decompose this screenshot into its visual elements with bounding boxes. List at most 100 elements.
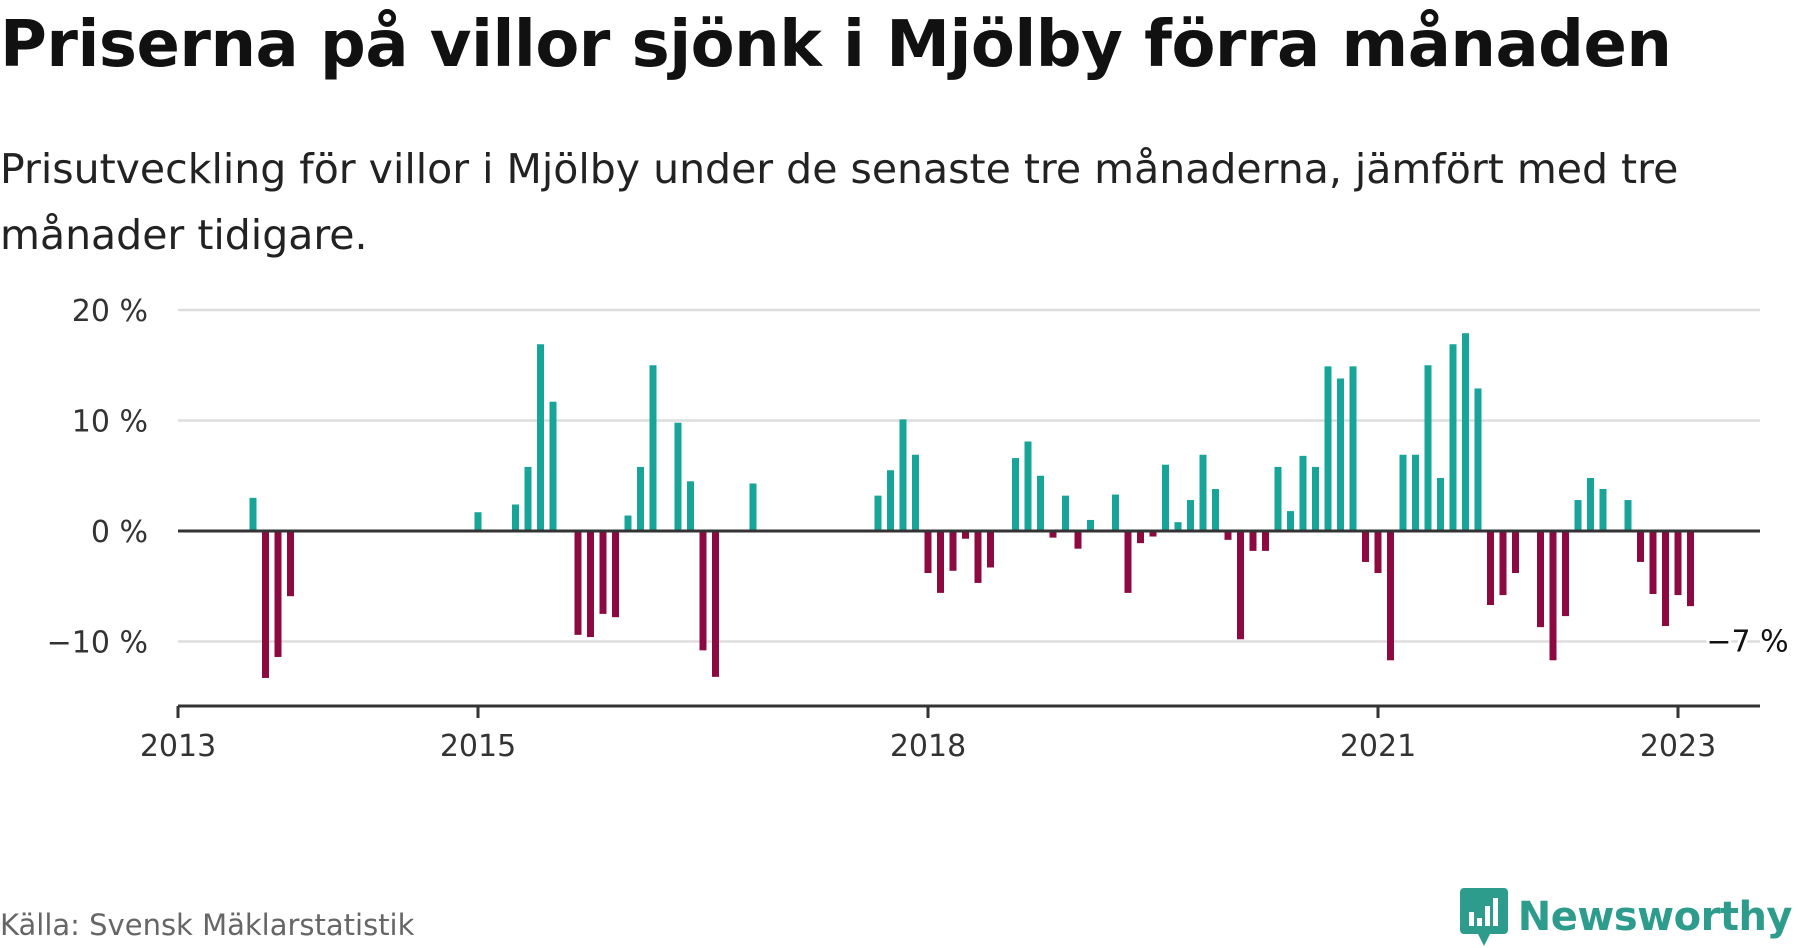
y-tick-label: −10 %	[47, 626, 148, 661]
bar	[1224, 531, 1232, 540]
bar	[1449, 344, 1457, 531]
bar	[1499, 531, 1507, 596]
bar	[874, 495, 882, 531]
bar	[1037, 475, 1044, 531]
bar	[924, 531, 932, 573]
bar	[512, 504, 519, 531]
bar	[1437, 477, 1444, 531]
gridlines	[178, 308, 1760, 643]
bar	[1187, 500, 1194, 531]
bar	[274, 531, 282, 657]
bar	[974, 531, 982, 583]
bar	[1587, 477, 1594, 531]
bar	[1112, 494, 1119, 531]
annotation-label: −7 %	[1706, 624, 1788, 659]
bar	[712, 531, 719, 677]
bar	[1474, 388, 1482, 531]
bar	[249, 497, 257, 531]
bar	[899, 419, 907, 531]
bar	[1149, 531, 1157, 537]
bar	[1424, 365, 1432, 531]
bar	[1162, 464, 1169, 531]
chart-subtitle: Prisutveckling för villor i Mjölby under…	[0, 145, 1679, 259]
bar	[537, 344, 544, 531]
bar	[574, 531, 582, 635]
bar	[1249, 531, 1257, 551]
bar	[1199, 454, 1207, 531]
newsworthy-logo-icon	[1459, 888, 1508, 946]
bar	[1599, 489, 1607, 531]
bar	[1574, 500, 1582, 531]
bar	[1412, 454, 1419, 531]
bar	[474, 512, 482, 531]
x-tick-label: 2013	[140, 729, 216, 764]
bar	[649, 365, 657, 531]
bar	[699, 531, 707, 651]
bar	[1649, 531, 1657, 594]
bar	[624, 515, 632, 531]
bar	[1399, 454, 1407, 531]
x-tick-label: 2018	[890, 729, 966, 764]
bar	[1687, 531, 1694, 607]
y-tick-label: 0 %	[91, 515, 148, 550]
newsworthy-brand: Newsworthy	[1459, 888, 1793, 946]
bar	[1337, 378, 1344, 531]
bar	[962, 531, 969, 539]
bar	[1637, 531, 1644, 562]
bar	[1024, 441, 1032, 531]
bar	[687, 481, 694, 531]
bars	[249, 333, 1694, 678]
bar	[1062, 495, 1069, 531]
bar	[1374, 531, 1382, 573]
bar	[1549, 531, 1557, 661]
x-axis: 2013 2015 2018 2021 2023	[140, 704, 1760, 764]
bar	[987, 531, 994, 568]
bar	[937, 531, 944, 593]
bar	[1237, 531, 1244, 640]
bar	[1012, 458, 1019, 531]
bar	[1312, 466, 1319, 531]
bar	[1512, 531, 1519, 573]
bar	[1362, 531, 1369, 562]
bar	[612, 531, 619, 618]
bar	[1349, 366, 1357, 531]
bar	[599, 531, 607, 614]
x-tick-label: 2015	[440, 729, 516, 764]
bar	[587, 531, 594, 638]
bar	[524, 466, 532, 531]
bar	[1262, 531, 1269, 551]
bar	[1624, 500, 1632, 531]
x-tick-label: 2023	[1640, 729, 1716, 764]
bar	[1049, 531, 1057, 538]
bar	[1124, 531, 1132, 593]
bar	[1274, 466, 1282, 531]
bar	[287, 531, 294, 597]
bar-chart: 20 % 10 % 0 % −10 % 2013 2015 2018 2021 2023 −7…	[47, 294, 1792, 764]
bar	[549, 401, 557, 531]
bar	[1387, 531, 1394, 661]
chart-title: Priserna på villor sjönk i Mjölby förra …	[0, 8, 1672, 82]
y-tick-label: 20 %	[72, 294, 148, 329]
bar	[1137, 531, 1144, 544]
bar	[1537, 531, 1544, 628]
y-axis-tick-labels: 20 % 10 % 0 % −10 %	[47, 294, 148, 661]
bar	[949, 531, 957, 571]
bar	[887, 470, 894, 531]
bar	[1324, 366, 1332, 531]
bar	[912, 454, 919, 531]
source-note: Källa: Svensk Mäklarstatistik	[0, 908, 415, 942]
bar	[1674, 531, 1682, 596]
bar	[1299, 455, 1307, 531]
y-tick-label: 10 %	[72, 405, 148, 440]
bar	[1287, 511, 1294, 531]
bar	[637, 466, 644, 531]
bar	[262, 531, 269, 678]
bar	[1487, 531, 1494, 606]
bar	[674, 422, 682, 531]
bar	[749, 483, 757, 531]
bar	[1562, 531, 1569, 617]
brand-name: Newsworthy	[1517, 894, 1793, 940]
x-tick-label: 2021	[1340, 729, 1416, 764]
bar	[1174, 522, 1182, 531]
bar	[1074, 531, 1082, 549]
